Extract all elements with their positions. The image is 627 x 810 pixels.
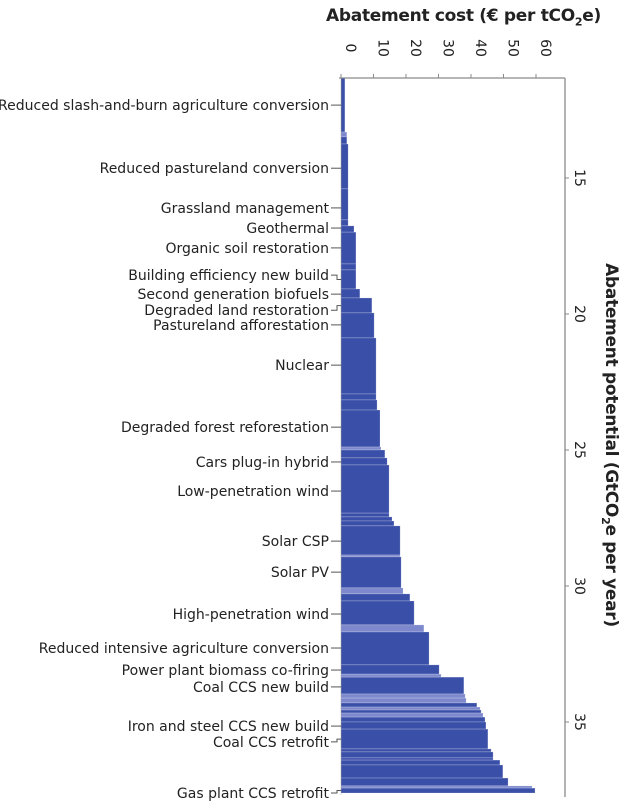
x-axis-title: Abatement cost (€ per tCO2e)	[300, 6, 627, 28]
bar	[340, 288, 361, 299]
bar	[340, 337, 377, 395]
category-label: Coal CCS new build	[193, 680, 329, 696]
bar	[340, 600, 415, 626]
category-label: Cars plug-in hybrid	[196, 455, 329, 471]
category-label: High-penetration wind	[173, 607, 329, 623]
bar	[340, 764, 504, 779]
category-labels-group: Reduced slash-and-burn agriculture conve…	[0, 98, 341, 802]
category-label: Geothermal	[246, 221, 329, 237]
bar	[340, 525, 401, 556]
y-ticks-group: 15 20 25 30 35	[565, 169, 587, 731]
bar	[340, 751, 494, 759]
bar	[340, 231, 357, 265]
bar	[340, 449, 386, 459]
x-tick-label: 10	[375, 39, 391, 57]
y-tick-label: 15	[571, 169, 587, 187]
bar	[340, 664, 440, 675]
category-label: Degraded forest reforestation	[121, 420, 329, 436]
y-tick-label: 25	[571, 441, 587, 459]
bar	[340, 556, 402, 589]
category-label: Nuclear	[275, 358, 329, 374]
bar	[340, 676, 465, 695]
bar	[340, 446, 382, 451]
bar	[340, 697, 467, 704]
bar	[340, 706, 481, 711]
category-label: Degraded land restoration	[144, 303, 329, 319]
bar	[340, 269, 357, 290]
x-tick-label: 40	[472, 39, 488, 57]
category-tick	[331, 738, 341, 743]
bar	[340, 624, 425, 633]
category-label: Reduced pastureland conversion	[100, 161, 329, 177]
bar	[340, 712, 484, 718]
bar	[340, 512, 390, 518]
bar	[340, 219, 349, 227]
bar	[340, 673, 442, 678]
bar	[340, 587, 404, 595]
category-label: Iron and steel CCS new build	[128, 719, 329, 735]
category-label: Grassland management	[161, 201, 330, 217]
bar	[340, 520, 395, 527]
x-tick-label: 60	[537, 39, 553, 57]
category-tick	[331, 790, 341, 794]
bars-group	[340, 77, 536, 794]
bar	[340, 593, 411, 602]
x-axis-title-end: e)	[582, 6, 601, 26]
bar	[340, 721, 487, 730]
bar	[340, 757, 494, 761]
bar	[340, 759, 501, 766]
bar	[340, 399, 378, 411]
bar	[340, 188, 349, 221]
bar	[340, 693, 466, 699]
bar	[340, 136, 348, 145]
bar	[340, 131, 348, 138]
bar	[340, 409, 381, 448]
category-label: Power plant biomass co-firing	[122, 663, 329, 679]
bar	[340, 631, 430, 666]
y-tick-label: 30	[571, 577, 587, 595]
y-tick-label: 35	[571, 713, 587, 731]
axes-group	[339, 77, 566, 797]
category-label: Organic soil restoration	[165, 241, 329, 257]
bar	[340, 785, 533, 789]
category-label: Second generation biofuels	[137, 287, 329, 303]
x-ticks-group: 0 10 20 30 40 50 60	[340, 39, 553, 78]
bar	[340, 263, 357, 271]
category-label: Pastureland afforestation	[153, 318, 329, 334]
x-tick-label: 0	[342, 44, 358, 53]
bar	[340, 312, 375, 339]
x-tick-label: 50	[505, 39, 521, 57]
category-label: Gas plant CCS retrofit	[177, 786, 330, 802]
bar	[340, 457, 388, 466]
bar	[340, 777, 509, 787]
category-label: Solar PV	[271, 565, 330, 581]
bar	[340, 709, 482, 714]
bar	[340, 748, 492, 753]
bar	[340, 728, 489, 750]
bar	[340, 464, 390, 514]
bar	[340, 516, 393, 522]
x-tick-label: 30	[440, 39, 456, 57]
category-label: Reduced slash-and-burn agriculture conve…	[0, 98, 329, 114]
category-tick	[331, 274, 341, 280]
bar	[340, 143, 349, 190]
category-label: Reduced intensive agriculture conversion	[39, 641, 329, 657]
x-axis-title-main: Abatement cost (€ per tCO	[326, 6, 575, 26]
bar	[340, 702, 478, 708]
y-tick-label: 20	[571, 305, 587, 323]
bar	[340, 297, 373, 314]
bar	[340, 77, 346, 133]
category-label: Building efficiency new build	[128, 268, 329, 284]
category-label: Low-penetration wind	[177, 484, 329, 500]
bar	[340, 225, 355, 233]
category-label: Solar CSP	[262, 534, 329, 550]
category-tick	[331, 305, 341, 311]
category-label: Coal CCS retrofit	[213, 735, 330, 751]
bar	[340, 716, 486, 723]
bar	[340, 393, 377, 401]
x-tick-label: 20	[407, 39, 423, 57]
x-axis-title-subscript: 2	[574, 15, 583, 29]
bar	[340, 787, 536, 794]
